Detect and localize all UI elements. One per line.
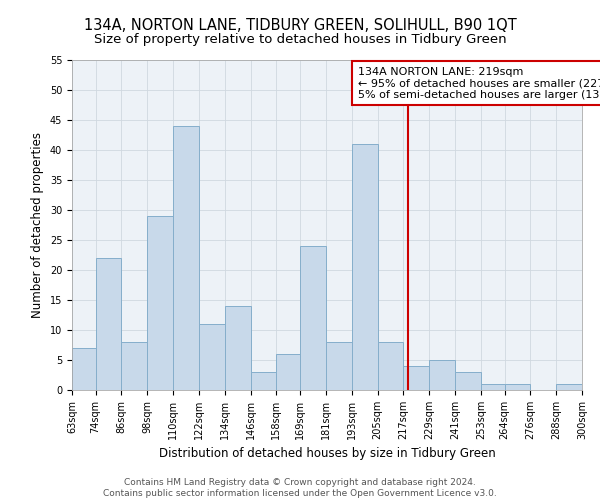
Bar: [95, 258, 121, 390]
Bar: [377, 342, 403, 390]
Bar: [121, 342, 148, 390]
Bar: [72, 348, 95, 390]
Bar: [455, 372, 481, 390]
Text: Contains HM Land Registry data © Crown copyright and database right 2024.
Contai: Contains HM Land Registry data © Crown c…: [103, 478, 497, 498]
Text: Size of property relative to detached houses in Tidbury Green: Size of property relative to detached ho…: [94, 32, 506, 46]
Bar: [429, 360, 455, 390]
Bar: [481, 384, 505, 390]
Bar: [352, 144, 377, 390]
Bar: [300, 246, 326, 390]
Y-axis label: Number of detached properties: Number of detached properties: [31, 132, 44, 318]
Bar: [505, 384, 530, 390]
X-axis label: Distribution of detached houses by size in Tidbury Green: Distribution of detached houses by size …: [158, 448, 496, 460]
Text: 134A, NORTON LANE, TIDBURY GREEN, SOLIHULL, B90 1QT: 134A, NORTON LANE, TIDBURY GREEN, SOLIHU…: [83, 18, 517, 32]
Bar: [403, 366, 429, 390]
Bar: [225, 306, 251, 390]
Bar: [173, 126, 199, 390]
Bar: [277, 354, 300, 390]
Bar: [251, 372, 277, 390]
Bar: [556, 384, 582, 390]
Bar: [199, 324, 225, 390]
Bar: [148, 216, 173, 390]
Text: 134A NORTON LANE: 219sqm
← 95% of detached houses are smaller (227)
5% of semi-d: 134A NORTON LANE: 219sqm ← 95% of detach…: [358, 66, 600, 100]
Bar: [326, 342, 352, 390]
